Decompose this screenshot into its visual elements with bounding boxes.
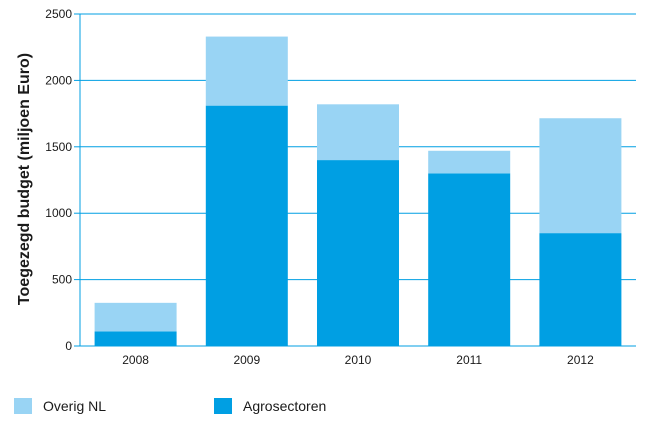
- legend: Overig NL Agrosectoren: [14, 398, 644, 420]
- bars: [94, 36, 622, 346]
- y-tick-label: 1000: [45, 206, 72, 220]
- legend-item-overig: Overig NL: [14, 398, 106, 414]
- x-tick-label: 2012: [567, 353, 594, 367]
- legend-label-agro: Agrosectoren: [243, 398, 327, 414]
- bar-overig-nl-2012: [539, 118, 622, 234]
- stacked-bar-chart: 0 500 1000 1500 2000 2500 2008 2009 2010 2011 201…: [16, 7, 636, 367]
- legend-swatch-overig: [14, 398, 32, 414]
- y-tick-label: 0: [65, 339, 72, 353]
- bar-overig-nl-2009: [205, 36, 288, 106]
- legend-swatch-agro: [214, 398, 232, 414]
- y-tick-label: 1500: [45, 140, 72, 154]
- y-tick-label: 2500: [45, 7, 72, 21]
- bar-overig-nl-2008: [94, 302, 177, 332]
- legend-label-overig: Overig NL: [43, 398, 107, 414]
- bar-agrosectoren-2009: [205, 105, 288, 346]
- x-axis-ticks: 2008 2009 2010 2011 2012: [122, 353, 594, 367]
- bar-overig-nl-2010: [317, 104, 399, 161]
- y-tick-label: 2000: [45, 73, 72, 87]
- bar-overig-nl-2011: [428, 150, 511, 174]
- x-tick-label: 2009: [233, 353, 260, 367]
- x-tick-label: 2008: [122, 353, 149, 367]
- bar-agrosectoren-2012: [539, 233, 622, 346]
- legend-item-agro: Agrosectoren: [214, 398, 326, 414]
- y-axis-label: Toegezegd budget (miljoen Euro): [16, 53, 33, 305]
- bar-agrosectoren-2011: [428, 173, 511, 346]
- bar-agrosectoren-2008: [94, 331, 177, 346]
- y-tick-label: 500: [52, 273, 72, 287]
- x-tick-label: 2011: [456, 353, 482, 367]
- bar-agrosectoren-2010: [317, 160, 399, 346]
- y-axis-ticks: 0 500 1000 1500 2000 2500: [45, 7, 72, 353]
- x-tick-label: 2010: [345, 353, 372, 367]
